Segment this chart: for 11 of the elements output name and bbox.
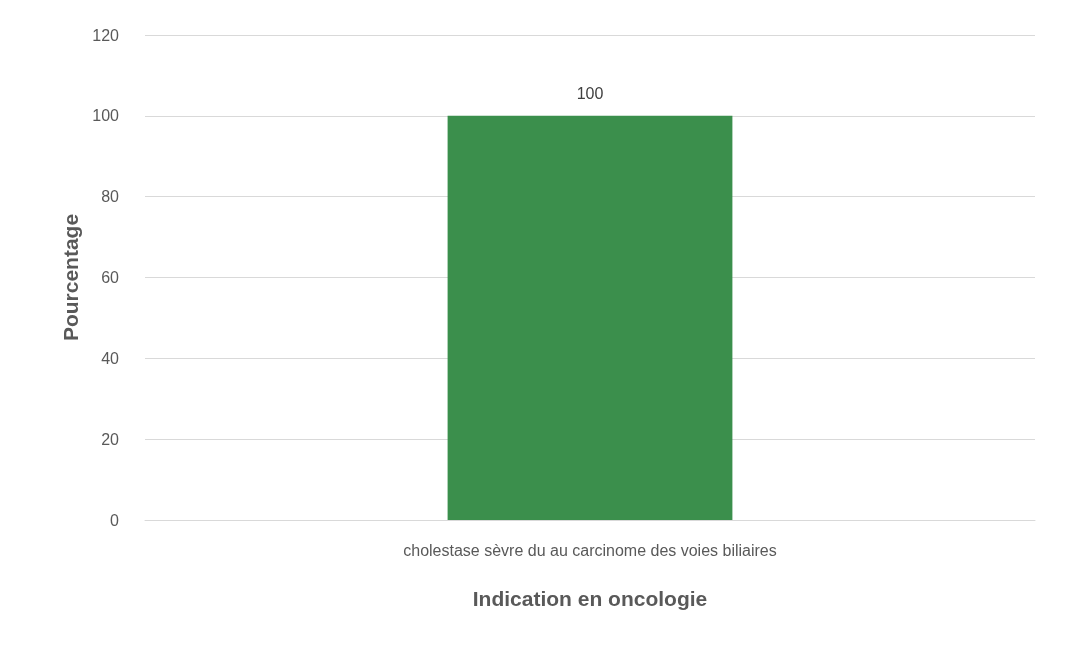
y-tick-label: 80 [101, 188, 120, 206]
y-tick-label: 40 [101, 349, 120, 367]
y-axis-title: Pourcentage [59, 213, 83, 342]
x-tick-label: cholestase sèvre du au carcinome des voies biliaires [403, 541, 777, 559]
x-axis-title: Indication en oncologie [472, 587, 708, 610]
y-tick-label: 120 [92, 26, 120, 44]
data-label: 100 [576, 85, 604, 103]
y-tick-label: 60 [101, 269, 120, 286]
y-tick-label: 0 [110, 511, 120, 529]
y-tick-label: 100 [92, 107, 120, 125]
y-tick-label: 20 [101, 430, 120, 448]
